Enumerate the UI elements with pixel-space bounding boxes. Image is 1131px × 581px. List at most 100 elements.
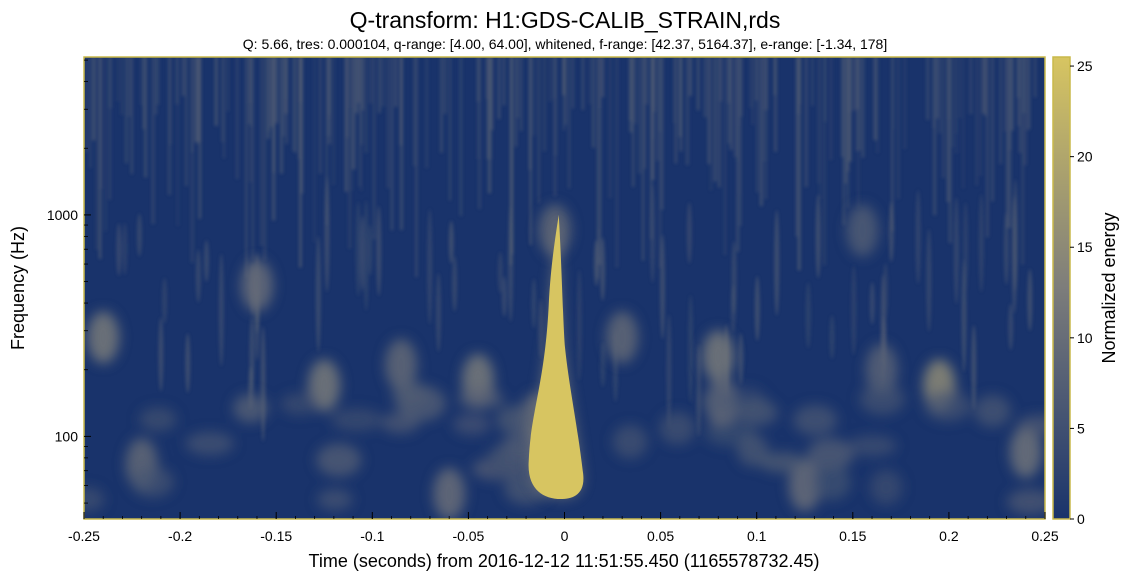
noise-streak — [797, 57, 801, 271]
noise-streak — [194, 57, 198, 142]
noise-streak — [1021, 57, 1024, 265]
noise-streak — [740, 57, 743, 117]
noise-streak — [656, 57, 659, 161]
energy-blob — [131, 466, 175, 498]
energy-blob — [793, 404, 838, 436]
noise-streak — [175, 57, 179, 105]
energy-blob — [1007, 488, 1045, 515]
noise-streak — [116, 57, 119, 102]
noise-streak — [127, 57, 131, 117]
noise-streak — [251, 57, 254, 260]
noise-streak — [285, 57, 288, 100]
chart-subtitle: Q: 5.66, tres: 0.000104, q-range: [4.00,… — [243, 36, 887, 52]
noise-streak — [214, 57, 218, 126]
noise-streak — [538, 57, 540, 204]
noise-streak — [104, 57, 107, 232]
event-core — [528, 214, 584, 499]
noise-streak — [600, 342, 606, 387]
energy-blob — [240, 259, 273, 312]
energy-blob — [317, 488, 353, 511]
colorbar-tick-label: 10 — [1077, 330, 1093, 346]
noise-streak — [819, 57, 821, 200]
noise-streak — [869, 282, 875, 325]
x-tick-label: -0.1 — [360, 528, 384, 544]
noise-streak — [723, 57, 726, 255]
colorbar: 0 5 10 15 20 25 Normalized energy — [1052, 56, 1119, 527]
noise-streak — [926, 57, 930, 120]
noise-streak — [452, 256, 458, 312]
noise-streak — [847, 57, 850, 172]
x-axis-label: Time (seconds) from 2016-12-12 11:51:55.… — [309, 551, 820, 571]
noise-streak — [363, 200, 369, 311]
noise-streak — [154, 57, 158, 115]
noise-streak — [861, 57, 865, 158]
energy-blob — [485, 444, 519, 480]
noise-streak — [592, 57, 595, 148]
noise-streak — [198, 57, 201, 219]
noise-streak — [221, 57, 224, 143]
noise-streak — [645, 57, 648, 105]
energy-blob — [87, 311, 120, 364]
noise-streak — [975, 57, 978, 186]
noise-streak — [774, 57, 777, 152]
noise-streak — [297, 57, 300, 160]
noise-streak — [751, 57, 754, 125]
noise-streak — [673, 57, 676, 124]
energy-blob — [924, 390, 972, 422]
x-tick-label: 0.05 — [647, 528, 674, 544]
noise-streak — [497, 57, 501, 119]
noise-streak — [1003, 212, 1009, 285]
noise-streak — [360, 57, 364, 111]
energy-blob — [737, 399, 778, 426]
noise-streak — [324, 175, 330, 292]
noise-streak — [386, 57, 390, 189]
energy-blob — [612, 424, 648, 459]
noise-streak — [267, 57, 270, 132]
noise-streak — [797, 57, 800, 115]
noise-streak — [572, 57, 574, 109]
x-tick-label: 0.1 — [747, 528, 767, 544]
noise-streak — [459, 57, 463, 216]
noise-streak — [327, 57, 331, 136]
noise-streak — [844, 57, 847, 184]
noise-streak — [360, 57, 362, 191]
energy-blob — [1009, 426, 1042, 479]
noise-streak — [829, 315, 835, 359]
noise-streak — [399, 57, 403, 146]
noise-streak — [661, 57, 664, 210]
noise-streak — [355, 57, 358, 114]
noise-streak — [236, 57, 239, 179]
noise-streak — [696, 344, 702, 437]
noise-streak — [443, 57, 447, 114]
noise-streak — [162, 277, 168, 324]
noise-streak — [1016, 57, 1020, 98]
noise-streak — [326, 57, 328, 226]
noise-streak — [195, 249, 201, 303]
noise-streak — [427, 209, 433, 325]
noise-streak — [1006, 57, 1009, 229]
noise-streak — [679, 57, 683, 152]
energy-blob — [848, 435, 897, 457]
energy-blob — [458, 388, 504, 410]
energy-blob — [810, 464, 851, 501]
noise-streak — [359, 215, 365, 291]
noise-streak — [958, 57, 962, 119]
noise-streak — [576, 269, 582, 381]
noise-streak — [509, 57, 513, 266]
noise-streak — [815, 194, 821, 279]
noise-streak — [707, 57, 711, 165]
noise-streak — [182, 57, 185, 97]
y-tick-label: 100 — [55, 428, 79, 444]
noise-streak — [226, 57, 230, 112]
energy-blob — [316, 443, 362, 477]
noise-streak — [633, 57, 637, 124]
noise-streak — [1008, 57, 1012, 228]
x-tick-label: -0.2 — [168, 528, 192, 544]
noise-streak — [888, 202, 894, 262]
noise-streak — [367, 224, 373, 276]
energy-blob — [538, 204, 571, 257]
energy-blob — [859, 383, 905, 415]
y-tick-label: 1000 — [47, 207, 78, 223]
noise-streak — [718, 57, 721, 188]
